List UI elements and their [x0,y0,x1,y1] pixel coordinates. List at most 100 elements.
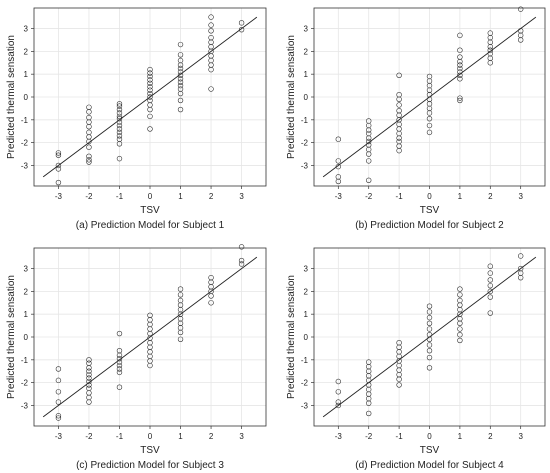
y-tick-label: -3 [301,401,309,410]
y-tick-label: -1 [21,116,29,125]
data-point [366,158,372,164]
data-point [487,263,493,269]
data-point [238,20,245,26]
data-point [426,354,433,361]
data-point [426,122,433,129]
x-tick-label: 3 [239,192,244,201]
data-point [457,326,463,332]
y-axis-label: Predicted thermal sensation [286,35,297,159]
x-tick-label: 0 [427,432,432,441]
data-point [177,86,184,92]
data-point [396,72,402,79]
data-point [177,57,184,64]
data-point [208,14,214,20]
data-point [208,28,214,34]
y-tick-label: -2 [301,139,309,148]
data-point [487,288,493,295]
data-point [116,369,123,376]
data-point [86,371,92,378]
x-tick-label: 2 [488,432,493,441]
data-point [86,129,92,136]
data-point [457,72,463,79]
x-tick-label: -3 [55,192,63,201]
data-point [177,297,184,304]
y-tick-label: -3 [21,401,29,410]
data-point [426,342,433,348]
data-point [147,113,153,120]
data-point [86,368,92,374]
data-point [238,261,245,267]
y-tick-label: 2 [304,287,309,296]
data-point [116,129,123,136]
data-point [238,26,245,33]
x-tick-label: 1 [178,432,183,441]
y-tick-label: -3 [21,161,29,170]
data-point [396,138,402,145]
data-point [177,69,184,75]
data-point [147,312,153,319]
data-point [177,82,184,89]
data-point [426,73,433,80]
data-point [426,320,433,327]
fit-line [42,16,258,178]
fit-line [42,256,258,418]
x-tick-label: -1 [116,432,124,441]
data-point [487,270,493,276]
y-tick-label: -1 [21,356,29,365]
data-point [147,80,153,87]
data-point [517,265,524,272]
x-tick-label: 1 [178,192,183,201]
data-point [86,357,92,363]
data-point [366,118,372,124]
chart-panel-1: -3 -2 -1 0 1 2 3 -3 -2 -1 0 1 2 3 TSV Predicted thermal… [6,7,267,231]
y-axis-label: Predicted thermal sensation [6,35,17,159]
data-point [55,399,62,405]
chart-subtitle: (d) Prediction Model for Subject 4 [355,460,504,471]
data-point [396,382,402,388]
x-tick-label: 0 [148,192,153,201]
y-tick-label: 2 [304,47,309,56]
data-point [366,177,372,183]
data-point [86,159,92,165]
data-point [426,309,433,315]
chart-subtitle: (a) Prediction Model for Subject 1 [76,220,225,231]
data-point [116,136,123,142]
data-point [116,384,123,390]
data-point [116,330,123,337]
data-point [335,174,342,180]
data-point [487,47,493,53]
x-tick-label: -2 [85,432,93,441]
data-point [487,50,493,57]
x-tick-label: 3 [518,432,523,441]
data-point [116,101,123,107]
data-point [147,66,153,73]
data-point [177,106,184,113]
y-tick-label: 3 [304,265,309,274]
x-tick-label: 3 [518,192,523,201]
data-point [116,113,123,120]
data-point [177,65,184,72]
data-point [177,79,184,85]
data-point [116,359,123,365]
data-point [426,347,433,354]
x-tick-label: 2 [209,432,214,441]
data-point [147,70,153,76]
data-point [396,340,402,346]
x-tick-label: -1 [116,192,124,201]
data-point [457,62,463,68]
data-point [177,286,184,292]
x-axis-label: TSV [420,205,440,216]
data-point [487,294,493,300]
y-tick-label: 3 [304,25,309,34]
data-point [517,28,524,34]
data-point [116,119,123,125]
x-tick-label: 3 [239,432,244,441]
gridlines [34,248,266,426]
data-point [86,382,92,388]
data-point [366,130,372,137]
y-tick-label: 0 [24,333,29,342]
data-point [396,107,402,114]
data-point [177,72,184,79]
y-tick-label: 0 [304,93,309,102]
x-tick-label: 1 [458,192,463,201]
